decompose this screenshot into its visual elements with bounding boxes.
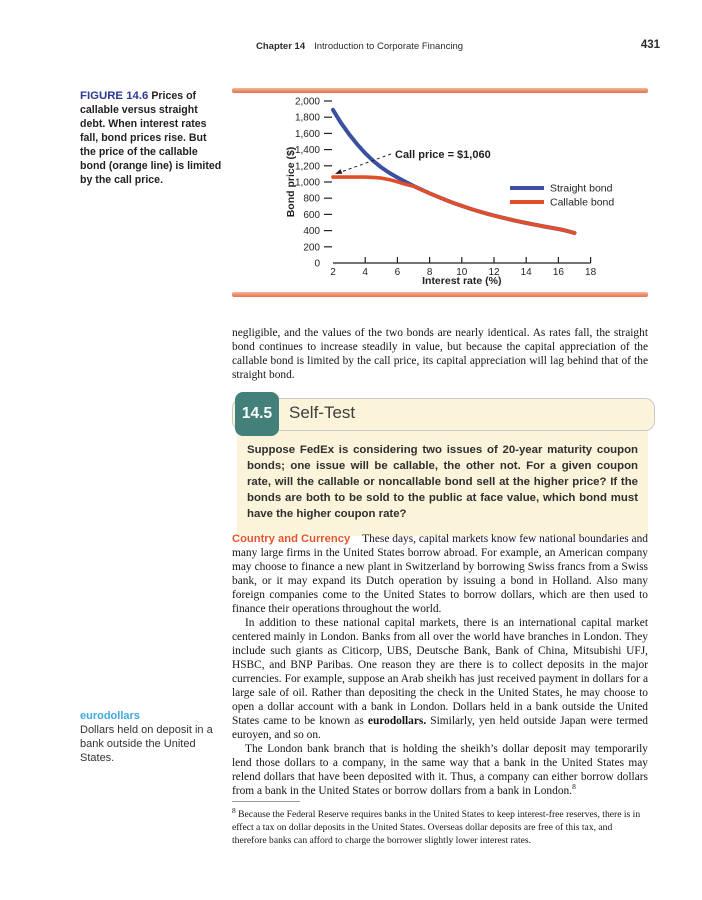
- svg-text:1,400: 1,400: [295, 145, 320, 156]
- svg-text:600: 600: [303, 210, 320, 221]
- svg-text:1,000: 1,000: [295, 178, 320, 189]
- svg-text:Callable bond: Callable bond: [550, 197, 614, 209]
- svg-text:Interest rate (%): Interest rate (%): [422, 275, 501, 287]
- footnote-text-block: 8 Because the Federal Reserve requires b…: [232, 805, 648, 847]
- footnote-rule: [232, 801, 300, 802]
- self-test-box: 14.5 Self-Test Suppose FedEx is consider…: [232, 392, 655, 536]
- svg-text:1,200: 1,200: [295, 161, 320, 172]
- country-currency-text: These days, capital markets know few nat…: [232, 533, 649, 615]
- margin-note: eurodollars Dollars held on deposit in a…: [80, 709, 228, 765]
- svg-text:14: 14: [521, 267, 533, 278]
- top-accent-bar: [232, 88, 648, 93]
- margin-definition: Dollars held on deposit in a bank outsid…: [80, 724, 213, 764]
- svg-text:18: 18: [585, 267, 597, 278]
- svg-text:16: 16: [553, 267, 565, 278]
- svg-text:200: 200: [303, 242, 320, 253]
- self-test-number-badge: 14.5: [235, 392, 279, 436]
- svg-text:Straight bond: Straight bond: [550, 183, 613, 195]
- svg-text:4: 4: [362, 267, 368, 278]
- self-test-header-outline: [232, 398, 655, 431]
- footnote-reference: 8: [572, 782, 576, 792]
- svg-text:800: 800: [303, 194, 320, 205]
- footnote-marker: 8: [232, 805, 236, 815]
- chapter-title: Introduction to Corporate Financing: [314, 41, 464, 52]
- footnote: 8 Because the Federal Reserve requires b…: [232, 801, 648, 847]
- bottom-accent-bar: [232, 292, 648, 297]
- chapter-label: Chapter 14: [256, 41, 306, 52]
- international-text-1: In addition to these national capital ma…: [232, 617, 648, 727]
- svg-text:10: 10: [456, 267, 468, 278]
- self-test-title: Self-Test: [289, 403, 356, 422]
- svg-text:1,600: 1,600: [295, 129, 320, 140]
- bond-price-chart: 0 200 400 600 800 1,000 1,200 1,400 1,600 1,800 2,…: [285, 97, 614, 288]
- svg-text:400: 400: [303, 226, 320, 237]
- svg-text:2: 2: [330, 267, 336, 278]
- london-text: The London bank branch that is holding t…: [232, 743, 648, 797]
- self-test-body: Suppose FedEx is considering two issues …: [237, 431, 648, 536]
- svg-text:0: 0: [314, 259, 320, 270]
- figure-caption: FIGURE 14.6 Prices of callable versus st…: [80, 89, 222, 187]
- main-text-flow: Country and Currency These days, capital …: [232, 532, 648, 798]
- international-text-2: Similarly, yen held outside Japan were t…: [232, 715, 648, 741]
- figure-caption-text: Prices of callable versus straight debt.…: [80, 90, 222, 186]
- svg-text:2,000: 2,000: [295, 97, 320, 108]
- svg-text:6: 6: [395, 267, 401, 278]
- international-market-paragraph: In addition to these national capital ma…: [232, 616, 648, 742]
- figure-label: FIGURE 14.6: [80, 90, 149, 102]
- country-currency-heading: Country and Currency: [232, 533, 351, 545]
- footnote-text: Because the Federal Reserve requires ban…: [232, 809, 641, 846]
- country-currency-paragraph: Country and Currency These days, capital …: [232, 532, 648, 616]
- london-bank-paragraph: The London bank branch that is holding t…: [232, 742, 648, 798]
- svg-text:1,800: 1,800: [295, 113, 320, 124]
- svg-text:Call price = $1,060: Call price = $1,060: [395, 149, 491, 161]
- eurodollars-term-bold: eurodollars.: [367, 715, 427, 727]
- page-number: 431: [640, 39, 660, 51]
- svg-text:8: 8: [427, 267, 433, 278]
- body-paragraph-1: negligible, and the values of the two bo…: [232, 327, 648, 382]
- figure-14-6: 0 200 400 600 800 1,000 1,200 1,400 1,600 1,800 2,…: [232, 88, 648, 297]
- svg-text:12: 12: [488, 267, 500, 278]
- svg-text:Bond price ($): Bond price ($): [285, 147, 297, 218]
- running-head: Chapter 14 Introduction to Corporate Fina…: [256, 41, 463, 52]
- margin-term: eurodollars: [80, 710, 140, 722]
